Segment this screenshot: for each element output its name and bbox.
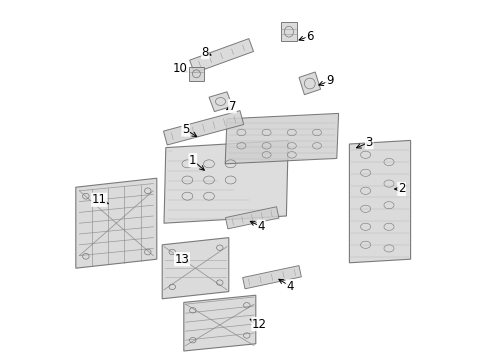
Text: 7: 7: [229, 100, 236, 113]
Text: 9: 9: [326, 75, 333, 87]
Polygon shape: [225, 113, 339, 164]
Polygon shape: [281, 22, 297, 41]
Text: 5: 5: [182, 123, 189, 136]
Text: 13: 13: [174, 253, 190, 266]
Text: 8: 8: [202, 46, 209, 59]
Text: 3: 3: [366, 136, 373, 149]
Polygon shape: [225, 207, 279, 229]
Text: 2: 2: [398, 183, 405, 195]
Polygon shape: [164, 140, 288, 223]
Polygon shape: [243, 266, 301, 289]
Text: 1: 1: [189, 154, 196, 167]
Text: 6: 6: [306, 30, 314, 42]
Polygon shape: [299, 72, 320, 95]
Text: 4: 4: [257, 220, 265, 233]
Text: 10: 10: [173, 62, 188, 75]
Polygon shape: [184, 295, 256, 351]
Polygon shape: [209, 92, 232, 112]
Text: 12: 12: [252, 318, 267, 330]
Polygon shape: [76, 178, 157, 268]
Polygon shape: [349, 140, 411, 263]
Text: 4: 4: [286, 280, 294, 293]
Text: 11: 11: [92, 193, 107, 206]
Polygon shape: [189, 67, 204, 81]
Polygon shape: [164, 111, 244, 145]
Polygon shape: [162, 238, 229, 299]
Polygon shape: [190, 39, 253, 73]
